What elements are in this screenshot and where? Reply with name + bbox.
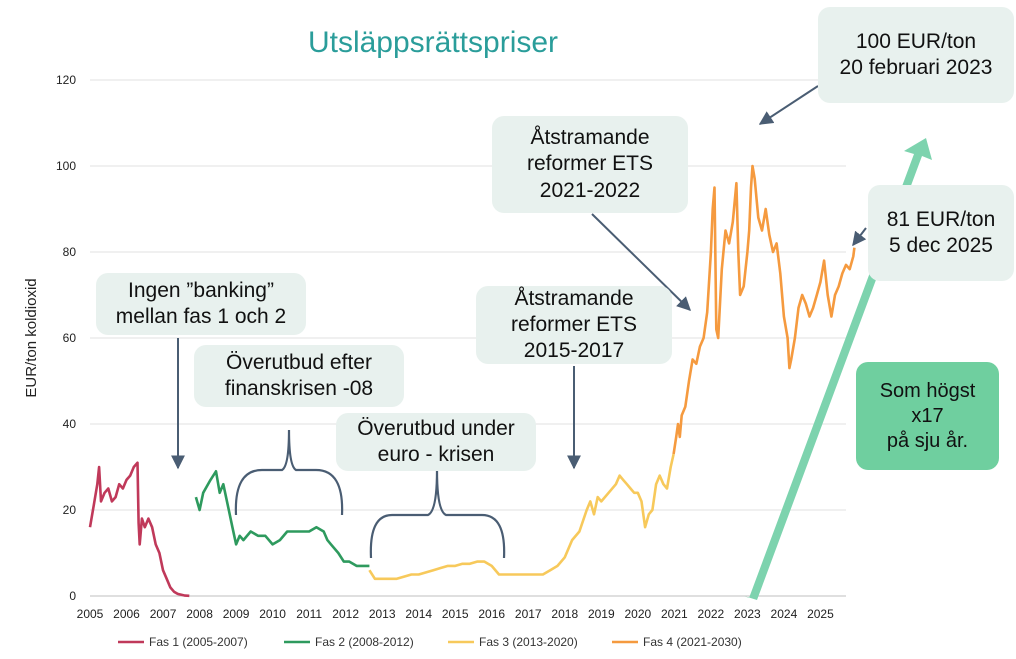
- annotation-line: 81 EUR/ton: [886, 207, 996, 231]
- bracket-finanskris: [234, 429, 344, 516]
- x-tick-label: 2017: [515, 607, 542, 621]
- annotation-reform-2015-box: Åtstramande reformer ETS 2015-2017: [476, 286, 672, 364]
- x-tick-label: 2018: [551, 607, 578, 621]
- series-line: [88, 461, 190, 598]
- annotation-line: Ingen ”banking”: [128, 278, 274, 302]
- annotation-line: Åtstramande: [514, 286, 634, 310]
- gridlines: [90, 79, 846, 597]
- x-tick-label: 2025: [807, 607, 834, 621]
- annotation-reform-2021-box: Åtstramande reformer ETS 2021-2022: [492, 116, 688, 213]
- annotation-line: euro - krisen: [377, 443, 495, 466]
- x-tick-label: 2010: [259, 607, 286, 621]
- arrow-peak: [758, 85, 819, 125]
- annotation-banking-box: Ingen ”banking” mellan fas 1 och 2: [96, 273, 306, 335]
- x-tick-label: 2015: [442, 607, 469, 621]
- legend-label: Fas 3 (2013-2020): [479, 635, 578, 649]
- x-tick-label: 2005: [77, 607, 104, 621]
- y-tick-label: 80: [63, 245, 77, 259]
- annotation-line: Överutbud under: [357, 416, 515, 440]
- annotation-line: 20 februari 2023: [839, 56, 993, 79]
- series-line: [672, 164, 856, 455]
- bracket-eurokris: [369, 469, 506, 559]
- annotation-line: på sju år.: [886, 429, 969, 452]
- x-tick-label: 2021: [661, 607, 688, 621]
- annotation-peak-box: 100 EUR/ton 20 februari 2023: [818, 7, 1014, 103]
- y-tick-label: 20: [63, 503, 77, 517]
- annotation-line: reformer ETS: [526, 152, 654, 176]
- y-tick-label: 60: [63, 331, 77, 345]
- x-tick-label: 2009: [223, 607, 250, 621]
- legend-label: Fas 2 (2008-2012): [315, 635, 414, 649]
- x-tick-label: 2014: [405, 607, 432, 621]
- annotation-line: 100 EUR/ton: [855, 29, 977, 53]
- x-tick-label: 2022: [698, 607, 725, 621]
- annotation-line: 2021-2022: [539, 178, 641, 202]
- arrow-latest: [852, 227, 867, 247]
- series-line: [194, 470, 370, 568]
- x-tick-label: 2008: [186, 607, 213, 621]
- x-tick-label: 2016: [478, 607, 505, 621]
- series-line: [368, 453, 675, 581]
- arrow-reform-2021: [591, 213, 692, 311]
- x-tick-label: 2007: [150, 607, 177, 621]
- annotation-line: Åtstramande: [530, 126, 650, 150]
- annotation-line: mellan fas 1 och 2: [115, 305, 287, 328]
- y-tick-labels: 0 20 40 60 80 100 120: [56, 73, 76, 603]
- annotation-line: reformer ETS: [510, 312, 638, 336]
- chart-title: Utsläppsrättspriser: [308, 26, 558, 59]
- legend-label: Fas 4 (2021-2030): [643, 635, 742, 649]
- x-tick-label: 2006: [113, 607, 140, 621]
- y-axis-label: EUR/ton koldioxid: [23, 278, 40, 397]
- series-lines: [88, 164, 856, 598]
- legend: Fas 1 (2005-2007) Fas 2 (2008-2012) Fas 3 …: [118, 635, 742, 649]
- annotation-line: Överutbud efter: [226, 350, 372, 374]
- annotation-line: 5 dec 2025: [889, 234, 993, 257]
- annotation-line: x17: [911, 404, 944, 427]
- annotation-latest-box: 81 EUR/ton 5 dec 2025: [868, 185, 1014, 281]
- x-tick-label: 2011: [296, 607, 322, 621]
- annotation-finanskris-box: Överutbud efter finanskrisen -08: [194, 345, 404, 407]
- x-tick-label: 2024: [771, 607, 798, 621]
- annotation-line: 2015-2017: [523, 339, 625, 363]
- x-tick-labels: 2005 2006 2007 2008 2009 2010 2011 2012 2013 2014…: [77, 607, 834, 621]
- annotation-max-box: Som högst x17 på sju år.: [856, 362, 999, 470]
- annotation-eurokris-box: Överutbud under euro - krisen: [336, 413, 536, 471]
- annotation-line: Som högst: [879, 379, 976, 402]
- x-tick-label: 2023: [734, 607, 761, 621]
- annotation-line: finanskrisen -08: [224, 377, 374, 400]
- x-tick-label: 2013: [369, 607, 396, 621]
- y-tick-label: 100: [56, 159, 76, 173]
- y-tick-label: 40: [63, 417, 77, 431]
- x-tick-label: 2012: [332, 607, 359, 621]
- y-tick-label: 0: [69, 589, 76, 603]
- y-tick-label: 120: [56, 73, 76, 87]
- x-tick-label: 2019: [588, 607, 615, 621]
- legend-label: Fas 1 (2005-2007): [149, 635, 248, 649]
- x-tick-label: 2020: [624, 607, 651, 621]
